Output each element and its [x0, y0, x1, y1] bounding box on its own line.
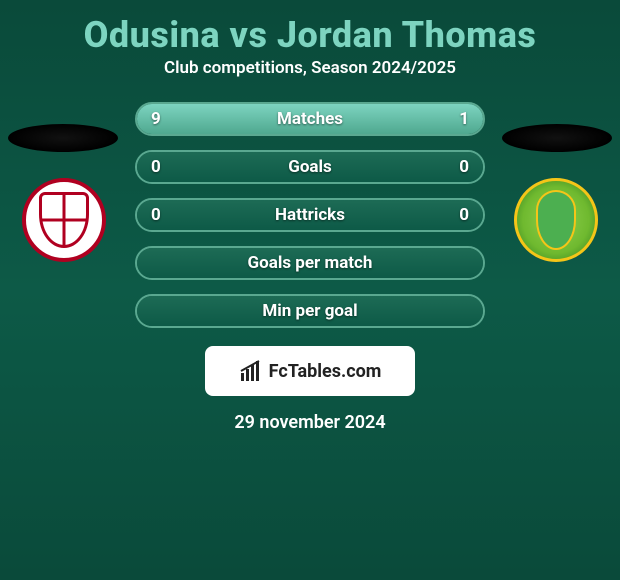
stat-label: Hattricks	[275, 205, 345, 225]
stat-value-left: 0	[151, 157, 161, 177]
stat-label: Goals	[288, 157, 332, 177]
date-text: 29 november 2024	[0, 412, 620, 433]
shield-icon	[536, 190, 576, 250]
stat-value-right: 0	[459, 157, 469, 177]
yeovil-crest	[514, 178, 598, 262]
stat-label: Goals per match	[248, 253, 373, 273]
page-title: Odusina vs Jordan Thomas	[0, 0, 620, 58]
stat-row: Goals per match	[135, 246, 485, 280]
brand-badge[interactable]: FcTables.com	[205, 346, 415, 396]
stat-label: Matches	[277, 109, 343, 129]
stats-container: 9 1 Matches 0 0 Goals 0 0 Hattricks Goals per mat…	[135, 102, 485, 328]
shield-icon	[39, 192, 89, 248]
stat-value-left: 9	[151, 109, 161, 129]
stat-row: 9 1 Matches	[135, 102, 485, 136]
chart-icon	[239, 359, 263, 383]
woking-crest	[22, 178, 106, 262]
subtitle: Club competitions, Season 2024/2025	[0, 58, 620, 102]
left-shadow-oval	[8, 124, 118, 152]
stat-value-left: 0	[151, 205, 161, 225]
stat-label: Min per goal	[262, 301, 357, 321]
right-shadow-oval	[502, 124, 612, 152]
brand-text: FcTables.com	[269, 361, 382, 382]
stat-value-right: 0	[459, 205, 469, 225]
stat-row: 0 0 Goals	[135, 150, 485, 184]
stat-row: 0 0 Hattricks	[135, 198, 485, 232]
stat-row: Min per goal	[135, 294, 485, 328]
stat-value-right: 1	[459, 109, 469, 129]
